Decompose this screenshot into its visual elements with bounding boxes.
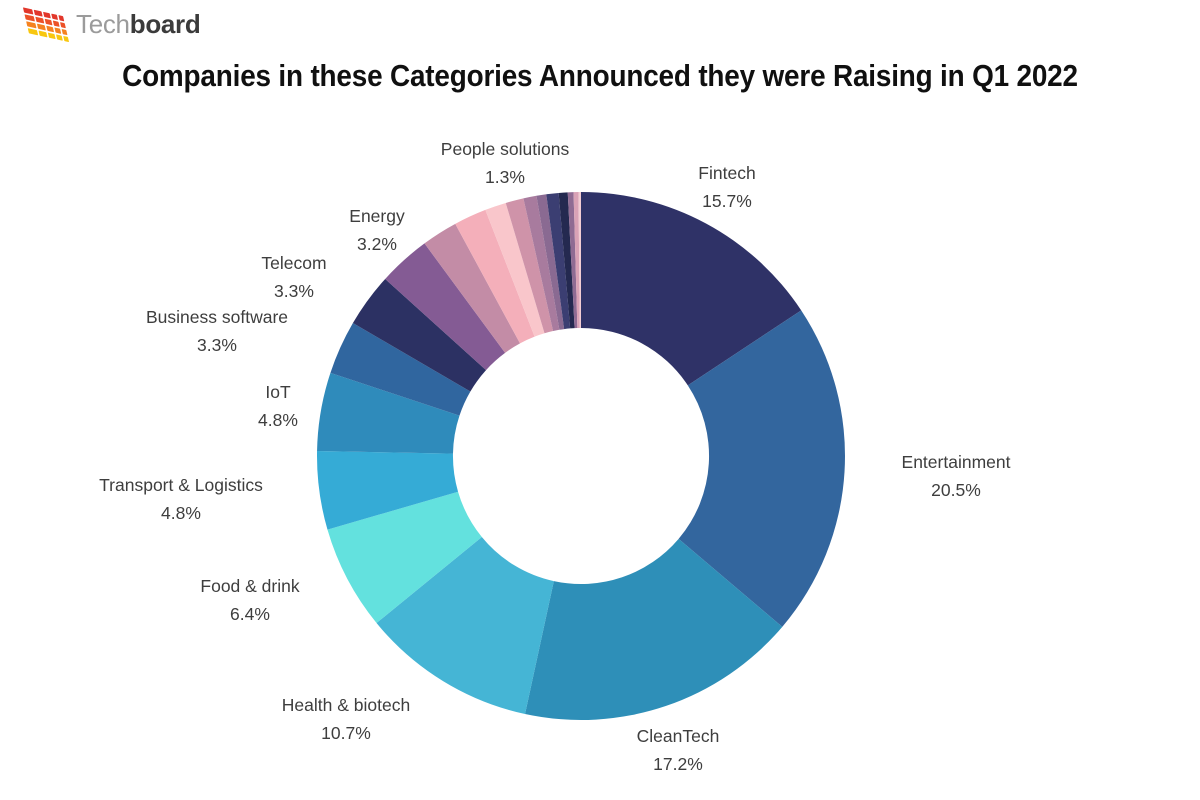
- slice-label-name: Fintech: [698, 163, 756, 183]
- slice-label-value: 3.3%: [197, 335, 237, 355]
- logo-tile: [51, 13, 58, 20]
- slice-label-telecom: Telecom 3.3%: [261, 249, 326, 305]
- logo-tile: [60, 22, 66, 29]
- donut-slice-unlabeled[interactable]: [455, 209, 535, 344]
- slice-label-name: Entertainment: [901, 452, 1011, 472]
- donut-slice-unlabeled[interactable]: [424, 223, 521, 353]
- slice-label-name: Health & biotech: [281, 695, 411, 715]
- logo-tile: [56, 34, 63, 41]
- slice-label-value: 4.8%: [161, 503, 201, 523]
- logo-tile: [44, 18, 53, 26]
- slice-label-entertainment: Entertainment 20.5%: [902, 448, 1011, 504]
- slice-label-fintech: Fintech 15.7%: [698, 159, 755, 215]
- slice-label-energy: Energy 3.2%: [349, 202, 404, 258]
- techboard-logo: Techboard: [22, 6, 201, 42]
- donut-slice-iot[interactable]: [317, 372, 460, 454]
- donut-slice-unlabeled[interactable]: [573, 192, 580, 329]
- logo-tile: [46, 25, 54, 33]
- slice-label-value: 17.2%: [653, 754, 703, 774]
- slice-label-name: IoT: [265, 382, 291, 402]
- logo-tile: [47, 32, 56, 40]
- donut-slice-unlabeled[interactable]: [578, 191, 581, 328]
- logo-tile: [37, 23, 46, 31]
- donut-slice-people-solutions[interactable]: [485, 202, 545, 337]
- donut-slice-cleantech[interactable]: [525, 538, 783, 720]
- donut-slice-business-software[interactable]: [330, 323, 471, 416]
- slice-label-business-software: Business software 3.3%: [146, 303, 288, 359]
- donut-slice-energy[interactable]: [385, 243, 506, 371]
- logo-tile: [26, 21, 37, 29]
- slice-label-value: 3.2%: [357, 234, 397, 254]
- logo-tile: [52, 20, 60, 27]
- donut-slice-unlabeled[interactable]: [523, 195, 560, 332]
- logo-tile: [23, 7, 34, 15]
- slice-label-food-drink: Food & drink 6.4%: [200, 572, 299, 628]
- slice-label-iot: IoT 4.8%: [258, 378, 298, 434]
- logo-tile: [63, 36, 69, 42]
- donut-slice-food-drink[interactable]: [327, 491, 482, 623]
- slice-label-name: Telecom: [261, 253, 327, 273]
- techboard-logo-icon: [23, 7, 69, 42]
- techboard-logo-text: Techboard: [76, 6, 201, 42]
- donut-slice-unlabeled[interactable]: [558, 192, 575, 329]
- logo-tile: [24, 14, 35, 22]
- chart-title: Companies in these Categories Announced …: [122, 58, 1078, 93]
- slice-label-name: Transport & Logistics: [99, 475, 263, 495]
- donut-slice-entertainment[interactable]: [678, 310, 845, 627]
- slice-label-name: Food & drink: [200, 576, 300, 596]
- slice-label-value: 1.3%: [485, 167, 525, 187]
- logo-text-bold: board: [129, 9, 201, 39]
- donut-slice-fintech[interactable]: [581, 192, 802, 386]
- logo-tile: [54, 27, 62, 34]
- donut-slice-health-biotech[interactable]: [376, 536, 554, 714]
- logo-text-light: Tech: [76, 9, 130, 39]
- donut-slice-unlabeled[interactable]: [546, 192, 571, 330]
- slice-label-value: 20.5%: [931, 480, 981, 500]
- slice-label-people-solutions: People solutions 1.3%: [441, 135, 569, 191]
- slice-label-cleantech: CleanTech 17.2%: [637, 722, 720, 778]
- logo-tile: [58, 15, 65, 22]
- logo-tile: [61, 29, 68, 36]
- slice-label-name: CleanTech: [636, 726, 720, 746]
- chart-title-row: Companies in these Categories Announced …: [0, 58, 1200, 94]
- slice-label-name: People solutions: [440, 139, 570, 159]
- donut-slice-unlabeled[interactable]: [505, 198, 554, 334]
- logo-tile: [33, 9, 43, 17]
- slice-label-health-biotech: Health & biotech 10.7%: [282, 691, 410, 747]
- logo-tile: [38, 30, 48, 38]
- slice-label-value: 10.7%: [321, 723, 371, 743]
- logo-tile: [43, 11, 51, 19]
- slice-label-value: 6.4%: [230, 604, 270, 624]
- slice-label-name: Business software: [145, 307, 289, 327]
- logo-tile: [35, 16, 45, 24]
- donut-slice-transport-logistics[interactable]: [317, 451, 459, 530]
- donut-slice-unlabeled[interactable]: [536, 194, 565, 330]
- donut-slice-unlabeled[interactable]: [567, 192, 578, 329]
- slice-label-value: 4.8%: [258, 410, 298, 430]
- slice-label-name: Energy: [349, 206, 405, 226]
- slice-label-transport-logistics: Transport & Logistics 4.8%: [99, 471, 263, 527]
- logo-tile: [27, 28, 39, 36]
- slice-label-value: 3.3%: [274, 281, 314, 301]
- slice-label-value: 15.7%: [702, 191, 752, 211]
- donut-slice-telecom[interactable]: [352, 278, 487, 392]
